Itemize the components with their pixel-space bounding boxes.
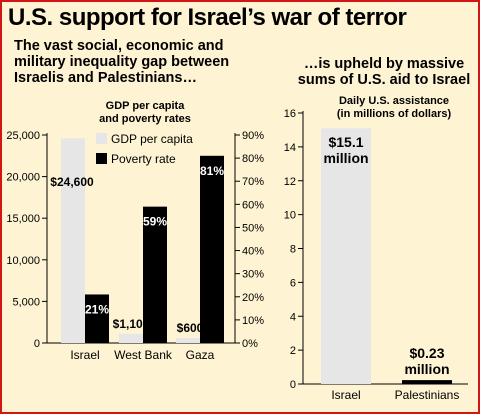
left-tick-label: 0 bbox=[34, 338, 40, 350]
y-tick-label: 2 bbox=[290, 345, 296, 357]
aid-data-label: $0.23 bbox=[409, 345, 444, 361]
right-tick-label: 60% bbox=[242, 199, 264, 211]
y-tick-label: 10 bbox=[284, 210, 296, 222]
poverty-data-label: 59% bbox=[143, 215, 167, 229]
category-label: Israel bbox=[70, 348, 99, 362]
left-tick-label: 10,000 bbox=[6, 255, 40, 267]
y-tick-label: 12 bbox=[284, 176, 296, 188]
category-label: West Bank bbox=[114, 348, 173, 362]
subhead-left: The vast social, economic and military i… bbox=[14, 38, 229, 86]
category-label: Palestinians bbox=[395, 388, 460, 402]
chart-title: and poverty rates bbox=[99, 113, 191, 125]
y-tick-label: 6 bbox=[290, 277, 296, 289]
gdp-data-label: $24,600 bbox=[50, 175, 94, 189]
right-tick-label: 50% bbox=[242, 222, 264, 234]
left-tick-label: 15,000 bbox=[6, 213, 40, 225]
poverty-data-label: 81% bbox=[200, 164, 224, 178]
subhead-left-line: military inequality gap between bbox=[14, 54, 230, 70]
left-tick-label: 20,000 bbox=[6, 172, 40, 184]
aid-data-label: million bbox=[404, 361, 449, 377]
aid-bar bbox=[402, 380, 452, 384]
headline: U.S. support for Israel’s war of terror bbox=[8, 4, 407, 31]
y-tick-label: 14 bbox=[284, 142, 296, 154]
right-tick-label: 0% bbox=[242, 338, 258, 350]
legend-label-gdp: GDP per capita bbox=[111, 132, 193, 146]
right-tick-label: 40% bbox=[242, 246, 264, 258]
subhead-right-line: sums of U.S. aid to Israel bbox=[297, 72, 471, 88]
subhead-left-line: The vast social, economic and bbox=[14, 38, 224, 54]
subhead-right-line: …is upheld by massive bbox=[303, 56, 465, 72]
legend-swatch-poverty bbox=[96, 153, 107, 164]
right-tick-label: 70% bbox=[242, 176, 264, 188]
poverty-data-label: 21% bbox=[85, 302, 109, 316]
chart-title: (in millions of dollars) bbox=[337, 108, 452, 120]
poverty-bar bbox=[85, 294, 109, 343]
right-tick-label: 10% bbox=[242, 315, 264, 327]
gdp-bar bbox=[119, 333, 143, 343]
y-tick-label: 0 bbox=[290, 379, 296, 391]
subhead-right: …is upheld by massive sums of U.S. aid t… bbox=[292, 56, 476, 88]
poverty-bar bbox=[200, 155, 224, 343]
legend-swatch-gdp bbox=[96, 133, 107, 144]
right-tick-label: 80% bbox=[242, 153, 264, 165]
y-tick-label: 4 bbox=[290, 311, 296, 323]
chart-title: GDP per capita bbox=[106, 100, 186, 112]
left-tick-label: 25,000 bbox=[6, 130, 40, 142]
subhead-left-line: Israelis and Palestinians… bbox=[14, 70, 197, 86]
y-tick-label: 8 bbox=[290, 244, 296, 256]
gdp-data-label: $600 bbox=[177, 321, 204, 335]
aid-data-label: $15.1 bbox=[328, 134, 363, 150]
category-label: Israel bbox=[331, 388, 360, 402]
aid-data-label: million bbox=[323, 150, 368, 166]
left-tick-label: 5,000 bbox=[12, 296, 40, 308]
gdp-bar bbox=[176, 338, 200, 343]
gdp-poverty-chart: 0 5,000 10,000 15,000 20,000 25,000 0% 10% 20% 30… bbox=[6, 100, 264, 362]
chart-title: Daily U.S. assistance bbox=[339, 95, 449, 107]
aid-bar bbox=[321, 128, 371, 384]
poverty-bar bbox=[143, 206, 167, 343]
gdp-data-label: $1,100 bbox=[113, 317, 150, 331]
legend-label-poverty: Poverty rate bbox=[111, 152, 176, 166]
gdp-bar bbox=[61, 138, 85, 343]
y-tick-label: 16 bbox=[284, 108, 296, 120]
right-tick-label: 90% bbox=[242, 130, 264, 142]
right-tick-label: 30% bbox=[242, 269, 264, 281]
daily-aid-chart: 0 2 4 6 8 10 12 14 16 Daily U.S. assistance(in mi… bbox=[284, 95, 468, 402]
right-tick-label: 20% bbox=[242, 292, 264, 304]
category-label: Gaza bbox=[186, 348, 215, 362]
